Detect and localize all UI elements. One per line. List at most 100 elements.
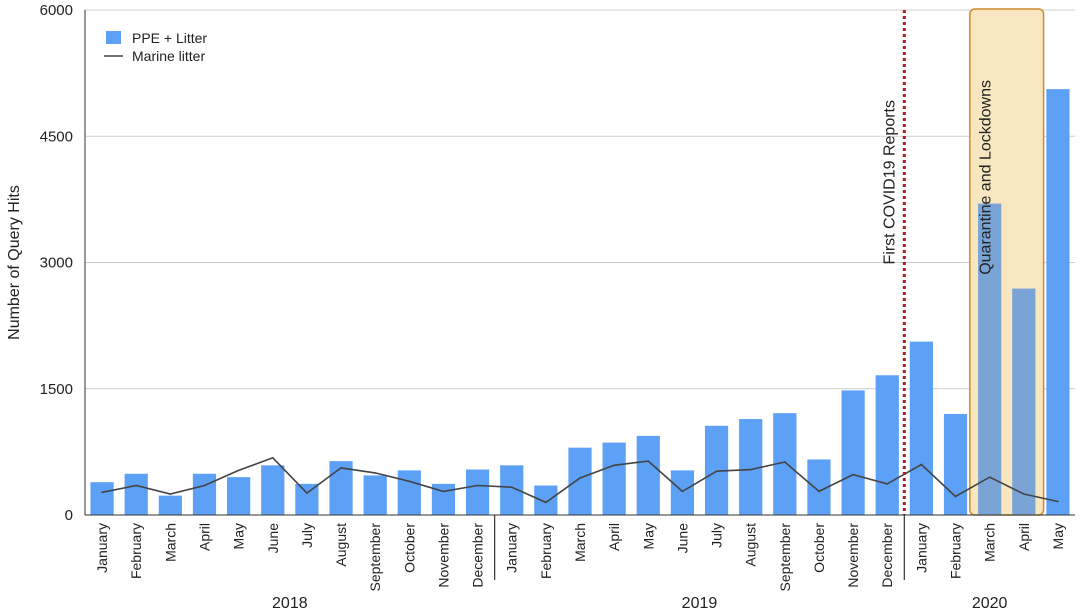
x-tick-28: May — [1050, 523, 1066, 549]
line-point-26 — [988, 476, 991, 478]
axes — [84, 10, 1075, 516]
annotation-text-layer: First COVID19 Reports Quarantine and Lock… — [881, 80, 994, 275]
x-tick-17: June — [674, 523, 690, 554]
x-tick-8: September — [367, 523, 383, 592]
bar-22 — [841, 390, 865, 515]
x-tick-labels: January February March April May June July Augu… — [94, 523, 1066, 592]
y-tick-4500: 4500 — [40, 128, 73, 145]
bar-6 — [295, 483, 319, 515]
line-point-27 — [1022, 493, 1025, 495]
bar-13 — [534, 485, 558, 515]
x-tick-14: March — [572, 523, 588, 562]
line-point-3 — [203, 484, 206, 487]
x-tick-9: October — [401, 523, 417, 573]
x-tick-11: December — [470, 523, 486, 588]
bar-11 — [465, 469, 490, 515]
bar-4 — [227, 477, 251, 515]
line-point-24 — [920, 463, 923, 466]
line-point-11 — [476, 484, 479, 487]
legend-label-marine-litter: Marine litter — [132, 48, 205, 64]
line-point-17 — [681, 490, 684, 493]
x-tick-7: August — [333, 523, 349, 567]
x-tick-12: January — [504, 523, 520, 573]
bar-7 — [329, 461, 353, 515]
bar-19 — [739, 419, 763, 515]
x-tick-27: April — [1016, 523, 1032, 551]
bar-21 — [807, 459, 831, 515]
y-axis-label: Number of Query Hits — [6, 185, 23, 340]
line-point-15 — [613, 464, 615, 467]
x-tick-1: February — [128, 523, 144, 579]
bar-2 — [158, 495, 182, 515]
x-tick-16: May — [640, 523, 656, 549]
x-tick-15: April — [606, 523, 622, 551]
line-point-12 — [510, 486, 513, 489]
bar-5 — [261, 465, 285, 515]
year-label-2018: 2018 — [272, 595, 308, 612]
x-tick-23: December — [879, 523, 895, 588]
x-tick-4: May — [231, 523, 247, 549]
x-tick-24: January — [913, 523, 929, 573]
line-point-23 — [886, 483, 889, 485]
line-point-25 — [954, 495, 957, 498]
bar-17 — [670, 470, 695, 515]
line-series — [101, 456, 1059, 504]
line-point-22 — [852, 473, 854, 476]
year-label-2019: 2019 — [682, 595, 718, 612]
bar-16 — [636, 435, 660, 515]
line-point-4 — [237, 469, 240, 472]
y-tick-6000: 6000 — [40, 2, 73, 19]
x-tick-18: July — [709, 523, 725, 548]
bar-23 — [875, 375, 899, 515]
bar-28 — [1046, 89, 1070, 515]
x-tick-3: April — [196, 523, 212, 551]
x-tick-19: August — [743, 523, 759, 567]
line-point-6 — [306, 492, 308, 494]
legend-label-ppe-litter: PPE + Litter — [132, 30, 207, 46]
bar-14 — [568, 447, 592, 515]
line-point-19 — [749, 468, 752, 471]
x-tick-13: February — [538, 523, 554, 579]
line-point-10 — [442, 490, 445, 493]
x-tick-26: March — [982, 523, 998, 562]
x-tick-20: September — [777, 523, 793, 592]
bar-12 — [500, 465, 524, 515]
x-tick-25: February — [948, 523, 964, 579]
x-tick-2: March — [162, 523, 178, 562]
bar-series — [90, 89, 1070, 516]
bar-24 — [909, 341, 933, 515]
x-tick-5: June — [265, 523, 281, 554]
year-label-2020: 2020 — [972, 595, 1008, 612]
bar-10 — [431, 483, 456, 515]
bar-20 — [773, 413, 797, 515]
bar-1 — [124, 473, 148, 515]
bar-25 — [943, 414, 968, 515]
x-tick-6: July — [299, 523, 315, 548]
bar-27 — [1012, 288, 1036, 515]
line-point-0 — [101, 491, 103, 494]
legend-swatch-ppe-litter — [106, 31, 121, 44]
line-point-9 — [408, 480, 411, 483]
line-point-13 — [545, 501, 547, 504]
bar-8 — [363, 475, 387, 515]
bar-15 — [602, 442, 626, 515]
y-tick-1500: 1500 — [40, 381, 73, 398]
line-point-20 — [784, 461, 786, 463]
bar-18 — [704, 425, 729, 515]
y-tick-labels: 0 1500 3000 4500 6000 — [40, 2, 73, 524]
legend: PPE + Litter Marine litter — [104, 30, 207, 64]
line-point-5 — [271, 456, 274, 459]
y-tick-0: 0 — [65, 507, 73, 524]
x-tick-10: November — [435, 523, 451, 588]
bar-3 — [192, 473, 217, 515]
bar-9 — [397, 470, 421, 515]
line-point-1 — [135, 484, 138, 487]
line-point-2 — [169, 493, 172, 495]
line-point-21 — [818, 490, 820, 493]
line-point-28 — [1057, 500, 1059, 503]
line-point-8 — [374, 472, 376, 474]
annotation-first-covid19-reports: First COVID19 Reports — [881, 100, 898, 264]
x-tick-0: January — [94, 523, 110, 573]
year-group-labels: 2018 2019 2020 — [272, 515, 1008, 612]
